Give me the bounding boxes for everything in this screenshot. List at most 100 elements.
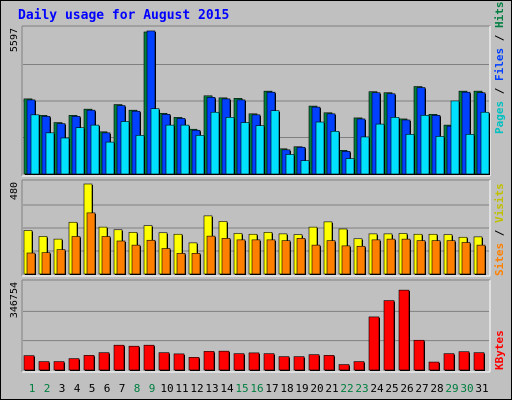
bar-sites-day-undefined [371,239,381,275]
bar-kbytes-day-undefined [68,358,80,371]
bar-kbytes-day-undefined [218,350,230,371]
legend-sites-visits: Sites / Visits [493,183,506,276]
day-label-31: 31 [475,382,488,395]
bar-sites-day-undefined [206,235,216,275]
bar-kbytes-day-undefined [278,356,290,371]
bar-sites-day-undefined [41,252,51,275]
bar-sites-day-undefined [296,238,306,275]
day-label-28: 28 [430,382,443,395]
bar-pages-day-30 [465,134,475,175]
bar-kbytes-day-undefined [203,351,215,371]
bar-kbytes-day-undefined [413,339,425,371]
legend-pages-files-hits-separator: / [493,28,506,48]
bar-pages-day-19 [300,160,310,175]
bar-pages-day-22 [345,158,355,175]
bar-sites-day-undefined [26,252,36,275]
day-label-4: 4 [74,382,81,395]
bar-kbytes-day-undefined [323,355,335,371]
bar-pages-day-5 [90,124,100,175]
day-label-12: 12 [190,382,203,395]
day-label-13: 13 [205,382,218,395]
bar-kbytes-day-undefined [143,344,155,371]
day-label-19: 19 [295,382,308,395]
bar-kbytes-day-undefined [38,361,50,371]
bar-sites-day-undefined [461,242,471,275]
day-label-17: 17 [265,382,278,395]
day-label-11: 11 [175,382,188,395]
bar-sites-day-undefined [251,239,261,275]
bar-pages-day-15 [240,122,250,175]
day-label-27: 27 [415,382,428,395]
bar-pages-day-4 [75,127,85,175]
bar-sites-day-undefined [476,244,486,275]
day-label-8: 8 [134,382,141,395]
bar-kbytes-day-undefined [338,364,350,371]
bar-kbytes-day-undefined [98,352,110,371]
bar-pages-day-10 [165,124,175,175]
day-label-23: 23 [355,382,368,395]
legend-pages-files-hits-item: Hits [493,2,506,29]
bar-pages-day-23 [360,136,370,175]
bar-kbytes-day-undefined [248,352,260,371]
bar-kbytes-day-undefined [263,353,275,371]
bar-kbytes-day-undefined [128,345,140,371]
bar-kbytes-day-undefined [353,361,365,371]
bar-sites-day-undefined [431,240,441,275]
bar-kbytes-day-undefined [458,351,470,371]
bar-kbytes-day-undefined [473,352,485,371]
bar-kbytes-day-undefined [293,356,305,371]
bar-kbytes-day-undefined [158,352,170,371]
day-label-21: 21 [325,382,338,395]
y-max-label: 480 [9,182,20,200]
legend-sites-visits-separator: / [493,223,506,243]
bar-sites-day-undefined [356,245,366,275]
bar-sites-day-undefined [101,236,111,275]
bar-pages-day-9 [150,108,160,175]
bar-pages-day-7 [120,121,130,175]
day-label-5: 5 [89,382,96,395]
bar-pages-day-20 [315,121,325,175]
bar-sites-day-undefined [86,212,96,275]
bar-sites-day-undefined [326,240,336,275]
bar-sites-day-undefined [446,240,456,275]
chart-title: Daily usage for August 2015 [18,8,229,23]
bar-sites-day-undefined [386,238,396,275]
day-label-6: 6 [104,382,111,395]
bar-pages-day-29 [450,100,460,175]
bar-kbytes-day-undefined [443,353,455,371]
legend-sites-visits-item: Sites [493,243,506,276]
day-label-30: 30 [460,382,473,395]
bar-pages-day-11 [180,124,190,175]
bar-pages-day-26 [405,134,415,175]
legend-pages-files-hits-separator: / [493,81,506,101]
bar-pages-day-1 [30,114,40,175]
day-label-25: 25 [385,382,398,395]
legend-kbytes-item: KBytes [493,330,506,370]
bar-kbytes-day-undefined [173,353,185,371]
day-label-24: 24 [370,382,384,395]
bar-pages-day-12 [195,135,205,175]
bar-pages-day-16 [255,125,265,175]
bar-sites-day-undefined [266,239,276,275]
bar-pages-day-8 [135,135,145,175]
day-label-14: 14 [220,382,234,395]
y-max-label: 5597 [9,28,20,52]
day-label-22: 22 [340,382,353,395]
bar-pages-day-25 [390,117,400,175]
bar-kbytes-day-undefined [83,355,95,371]
legend-sites-visits-item: Visits [493,183,506,223]
bar-kbytes-day-undefined [308,354,320,371]
bar-kbytes-day-undefined [113,344,125,371]
day-label-26: 26 [400,382,413,395]
day-label-15: 15 [235,382,248,395]
bar-pages-day-6 [105,141,115,175]
bar-kbytes-day-undefined [428,361,440,371]
bar-sites-day-undefined [401,238,411,275]
day-label-1: 1 [29,382,36,395]
y-max-label: 346754 [9,282,20,318]
legend-pages-files-hits: Pages / Files / Hits [493,2,506,135]
day-label-29: 29 [445,382,458,395]
bar-sites-day-undefined [71,236,81,275]
bar-pages-day-17 [270,110,280,175]
